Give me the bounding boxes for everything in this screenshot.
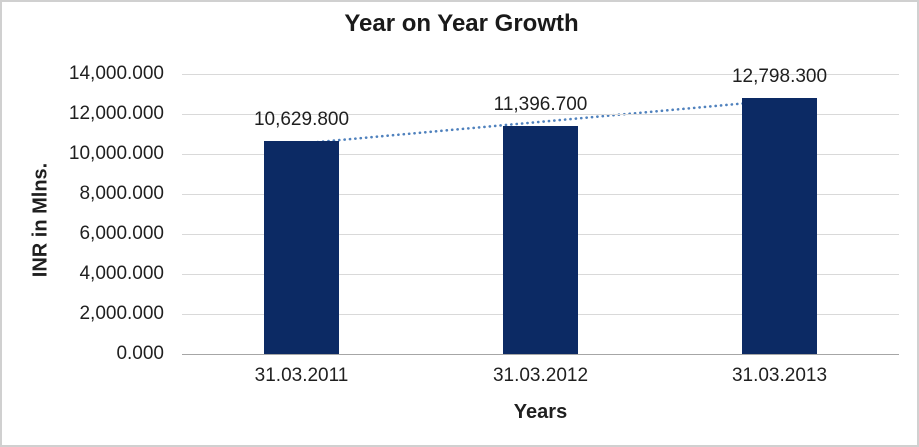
y-axis-title: INR in Mlns. xyxy=(29,162,52,278)
gridline xyxy=(182,113,899,115)
gridline xyxy=(182,73,899,75)
bar-31.03.2011 xyxy=(264,141,339,354)
y-tick-label: 8,000.000 xyxy=(79,183,164,204)
y-tick-label: 12,000.000 xyxy=(68,103,164,124)
y-tick-label: 14,000.000 xyxy=(68,63,164,84)
bar-data-label: 11,396.700 xyxy=(493,94,588,116)
y-tick-label: 2,000.000 xyxy=(79,303,164,324)
x-axis-line xyxy=(182,353,899,355)
chart-title: Year on Year Growth xyxy=(344,10,579,37)
x-tick-label: 31.03.2011 xyxy=(254,365,349,386)
bar-31.03.2013 xyxy=(742,98,817,354)
bar-31.03.2012 xyxy=(503,126,578,354)
y-tick-label: 4,000.000 xyxy=(79,263,164,284)
y-tick-label: 0.000 xyxy=(116,343,164,364)
y-tick-label: 6,000.000 xyxy=(79,223,164,244)
bar-data-label: 12,798.300 xyxy=(731,66,828,88)
x-axis-title: Years xyxy=(513,401,568,423)
x-tick-label: 31.03.2012 xyxy=(492,365,589,386)
bar-data-label: 10,629.800 xyxy=(253,109,350,131)
x-tick-label: 31.03.2013 xyxy=(731,365,828,386)
y-tick-label: 10,000.000 xyxy=(68,143,164,164)
